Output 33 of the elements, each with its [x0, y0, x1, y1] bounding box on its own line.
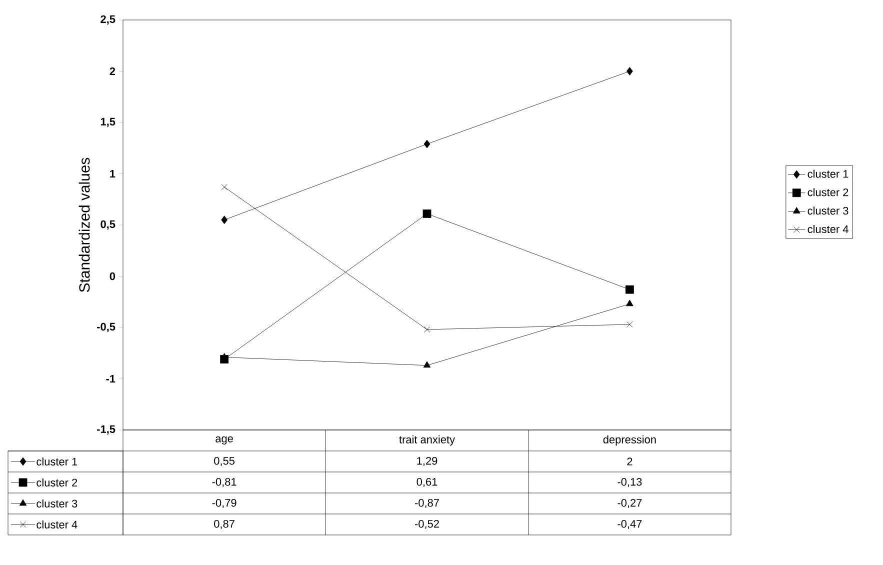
- y-axis-title: Standardized values: [78, 158, 90, 292]
- text: cluster 3: [36, 499, 78, 508]
- y-tick-label: -1,5: [97, 425, 116, 435]
- y-tick-label: 1,5: [100, 118, 116, 128]
- y-tick-label: 2: [110, 67, 116, 76]
- data-label: -0,13: [618, 478, 642, 488]
- x-tick-label: trait anxiety: [399, 435, 455, 446]
- legend-label: cluster 4: [808, 224, 848, 234]
- y-tick-label: 0: [110, 272, 116, 280]
- data-label: -0,87: [415, 498, 439, 508]
- data-label: 0,55: [214, 456, 234, 466]
- data-label: -0,79: [212, 498, 236, 508]
- y-tick-label: -0,5: [97, 322, 116, 332]
- y-tick-label: 1: [110, 170, 116, 178]
- text: cluster 1: [36, 457, 78, 466]
- y-tick-label: -1: [106, 374, 116, 383]
- data-label: -0,27: [618, 498, 642, 508]
- x-tick-label: age: [216, 436, 233, 445]
- y-tick-label: 2,5: [100, 15, 116, 25]
- y-tick-label: 0,5: [100, 220, 116, 230]
- data-label: -0,81: [212, 478, 236, 488]
- data-label: 1,29: [417, 456, 438, 466]
- legend-label: cluster 3: [808, 206, 848, 215]
- data-label: -0,47: [618, 520, 642, 530]
- text: cluster 2: [36, 478, 78, 487]
- x-tick-label: depression: [603, 435, 656, 446]
- data-label: 0,61: [416, 478, 438, 488]
- legend-label: cluster 2: [808, 188, 848, 196]
- data-label: -0,52: [415, 520, 439, 530]
- data-label: 0,87: [214, 520, 234, 530]
- legend-label: cluster 1: [808, 170, 848, 178]
- data-label: 2: [627, 458, 632, 466]
- text: cluster 4: [36, 520, 78, 529]
